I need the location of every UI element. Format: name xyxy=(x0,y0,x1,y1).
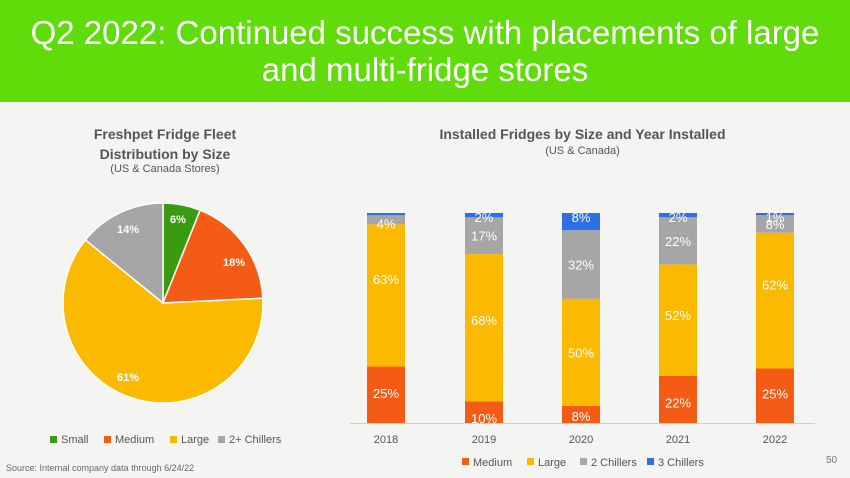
bar-2021-3-chillers xyxy=(659,213,697,218)
bar-label-2021-medium: 22% xyxy=(665,395,691,410)
pie-label-2-chillers: 14% xyxy=(117,224,139,236)
bar-label-2019-medium: 10% xyxy=(471,411,497,426)
bar-label-2021-2-chillers: 22% xyxy=(665,234,691,249)
pie-label-large: 61% xyxy=(117,372,139,384)
pie-legend-swatch-small xyxy=(50,436,57,443)
bar-legend-label-large: Large xyxy=(538,457,566,469)
pie-chart-title: Freshpet Fridge Fleet Distribution by Si… xyxy=(93,126,237,162)
bar-label-2022-2-chillers: 8% xyxy=(766,217,785,232)
source-note: Source: Internal company data through 6/… xyxy=(6,463,195,473)
bar-label-2022-3-chillers: 1% xyxy=(766,210,785,225)
bar-x-tick-2018: 2018 xyxy=(374,434,398,446)
bar-legend-label-2-chillers: 2 Chillers xyxy=(591,457,637,469)
bar-label-2022-large: 62% xyxy=(762,278,788,293)
bar-x-tick-2021: 2021 xyxy=(666,434,690,446)
bar-legend-label-medium: Medium xyxy=(473,457,512,469)
bar-label-2020-3-chillers: 8% xyxy=(572,210,591,225)
bar-2018-large xyxy=(367,224,405,367)
pie-label-medium: 18% xyxy=(223,257,245,269)
bar-2021-2-chillers xyxy=(659,217,697,265)
bar-legend-swatch-large xyxy=(527,458,534,465)
pie-legend-label-medium: Medium xyxy=(115,434,154,446)
bar-2020-large xyxy=(562,298,600,406)
bar-label-2018-large: 63% xyxy=(373,272,399,287)
bar-2022-large xyxy=(756,232,794,369)
bar-2021-medium xyxy=(659,375,697,423)
page-number: 50 xyxy=(826,455,838,466)
bar-2018-3-chillers xyxy=(367,213,405,216)
bar-label-2021-large: 52% xyxy=(665,308,691,323)
bar-2018-2-chillers xyxy=(367,215,405,225)
bar-2019-medium xyxy=(465,401,503,423)
pie-legend-label-small: Small xyxy=(61,434,89,446)
bar-label-2022-medium: 25% xyxy=(762,387,788,402)
bar-label-2019-3-chillers: 2% xyxy=(475,210,494,225)
bar-2019-2-chillers xyxy=(465,217,503,255)
bar-2022-medium xyxy=(756,368,794,423)
pie-legend-label-2-chillers: 2+ Chillers xyxy=(229,434,282,446)
bar-x-tick-2022: 2022 xyxy=(763,434,787,446)
bar-2021-large xyxy=(659,264,697,376)
bar-legend-swatch-2-chillers xyxy=(580,458,587,465)
bar-label-2019-large: 68% xyxy=(471,313,497,328)
bar-legend-swatch-medium xyxy=(462,458,469,465)
bar-2020-3-chillers xyxy=(562,213,600,231)
bar-2022-2-chillers xyxy=(756,215,794,233)
pie-slice-medium xyxy=(161,209,264,304)
pie-legend-swatch-2-chillers xyxy=(218,436,225,443)
bar-legend-label-3-chillers: 3 Chillers xyxy=(658,457,704,469)
pie-legend-label-large: Large xyxy=(181,434,209,446)
bar-2019-3-chillers xyxy=(465,213,503,218)
bar-chart-subtitle: (US & Canada) xyxy=(545,145,620,157)
bar-label-2018-2-chillers: 4% xyxy=(377,216,396,231)
bar-label-2018-medium: 25% xyxy=(373,386,399,401)
bar-label-2020-medium: 8% xyxy=(572,409,591,424)
page-title: Q2 2022: Continued success with placemen… xyxy=(30,14,820,88)
bar-label-2020-large: 50% xyxy=(568,345,594,360)
bar-chart-title: Installed Fridges by Size and Year Insta… xyxy=(439,126,726,142)
bar-legend-swatch-3-chillers xyxy=(647,458,654,465)
bar-label-2020-2-chillers: 32% xyxy=(568,257,594,272)
pie-label-small: 6% xyxy=(170,214,186,226)
header-banner: Q2 2022: Continued success with placemen… xyxy=(0,0,850,102)
pie-legend-swatch-medium xyxy=(104,436,111,443)
pie-chart-subtitle: (US & Canada Stores) xyxy=(110,163,220,175)
bar-2020-2-chillers xyxy=(562,230,600,299)
pie-slice-2-chillers xyxy=(84,202,164,305)
bar-2022-3-chillers xyxy=(756,213,794,216)
pie-slice-large xyxy=(62,238,264,404)
bar-x-tick-2020: 2020 xyxy=(569,434,593,446)
bar-label-2019-2-chillers: 17% xyxy=(471,229,497,244)
bar-2020-medium xyxy=(562,405,600,423)
pie-legend-swatch-large xyxy=(170,436,177,443)
bar-2019-large xyxy=(465,254,503,402)
bar-x-tick-2019: 2019 xyxy=(472,434,496,446)
bar-label-2021-3-chillers: 2% xyxy=(669,210,688,225)
bar-2018-medium xyxy=(367,366,405,423)
